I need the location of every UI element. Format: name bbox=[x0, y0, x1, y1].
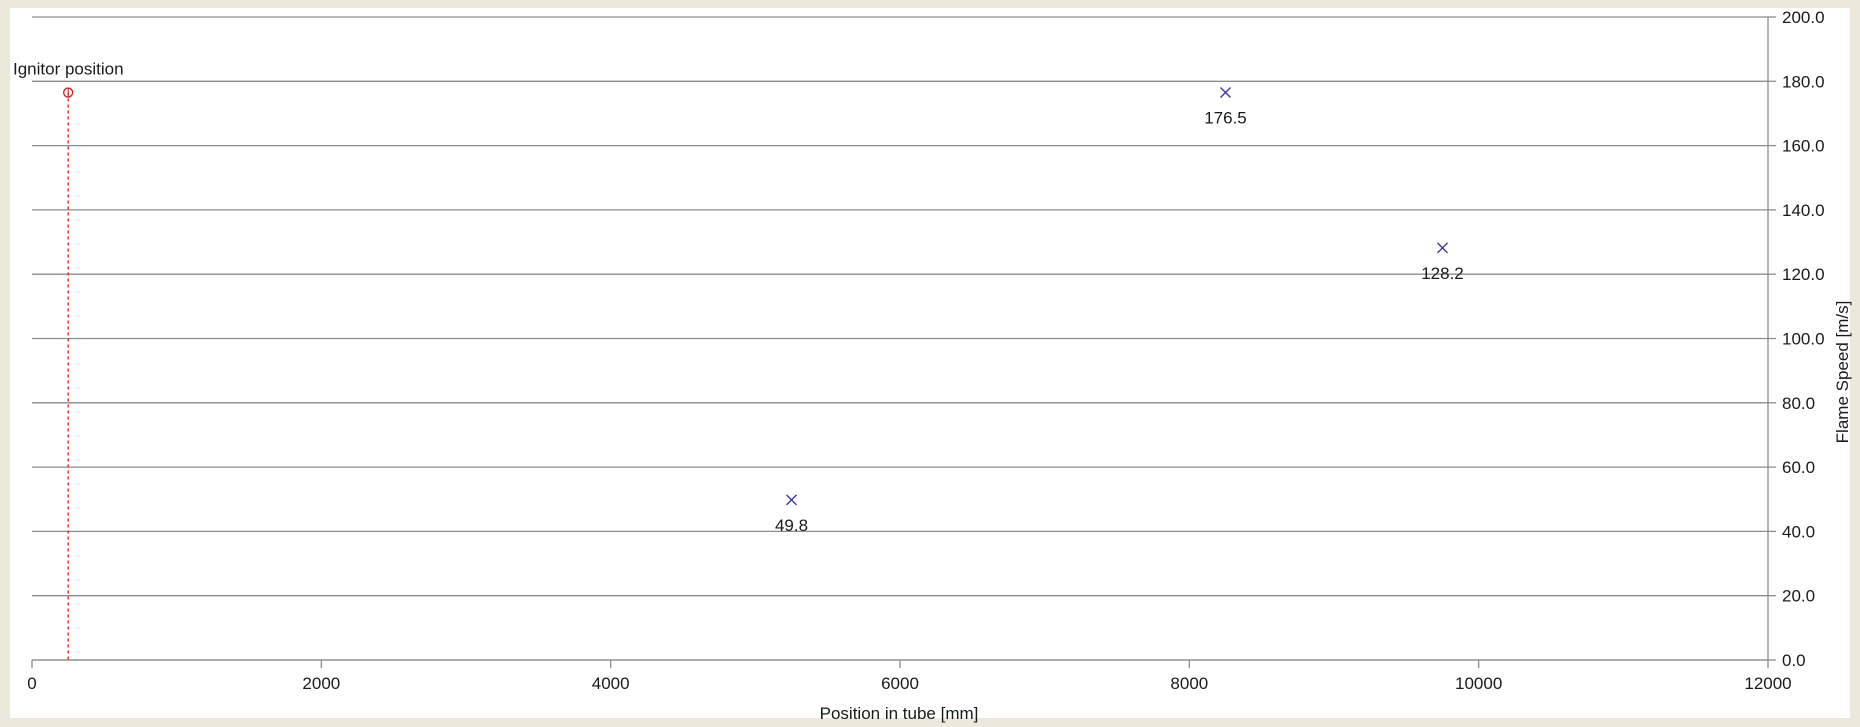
data-points: 49.8 176.5 128.2 Ignitor position bbox=[13, 60, 1464, 660]
axes bbox=[31, 16, 1776, 668]
y-tick-label-5: 100.0 bbox=[1782, 330, 1825, 349]
y-tick-label-2: 40.0 bbox=[1782, 522, 1815, 541]
y-axis-title: Flame Speed [m/s] bbox=[1833, 301, 1852, 444]
x-tick-label-6: 12000 bbox=[1744, 674, 1791, 693]
marker-stroke-b-0 bbox=[786, 494, 797, 506]
data-point-x-marker-0 bbox=[786, 494, 797, 506]
marker-stroke-b-1 bbox=[1220, 87, 1231, 99]
data-point-x-marker-2 bbox=[1437, 242, 1448, 254]
x-tick-label-0: 0 bbox=[27, 674, 36, 693]
y-tick-label-10: 200.0 bbox=[1782, 8, 1825, 27]
marker-stroke-b-2 bbox=[1437, 242, 1448, 254]
y-tick-label-8: 160.0 bbox=[1782, 137, 1825, 156]
plot-background bbox=[10, 8, 1850, 718]
grid-lines bbox=[32, 16, 1768, 661]
data-label-2: 128.2 bbox=[1421, 264, 1464, 283]
ignitor-label: Ignitor position bbox=[13, 60, 124, 79]
data-point-x-marker-1 bbox=[1220, 87, 1231, 99]
tick-labels: 0.0 20.0 40.0 60.0 80.0 100.0 120.0 140.0 160.0 1… bbox=[27, 8, 1824, 693]
y-tick-label-9: 180.0 bbox=[1782, 72, 1825, 91]
y-tick-label-0: 0.0 bbox=[1782, 651, 1806, 670]
data-label-0: 49.8 bbox=[775, 516, 808, 535]
x-tick-label-5: 10000 bbox=[1455, 674, 1502, 693]
y-tick-label-4: 80.0 bbox=[1782, 394, 1815, 413]
y-tick-label-1: 20.0 bbox=[1782, 587, 1815, 606]
x-tick-label-2: 4000 bbox=[592, 674, 630, 693]
y-tick-label-3: 60.0 bbox=[1782, 458, 1815, 477]
data-label-1: 176.5 bbox=[1204, 109, 1247, 128]
x-axis-title: Position in tube [mm] bbox=[820, 704, 979, 723]
x-tick-label-1: 2000 bbox=[302, 674, 340, 693]
x-tick-label-3: 6000 bbox=[881, 674, 919, 693]
y-tick-label-7: 140.0 bbox=[1782, 201, 1825, 220]
y-tick-label-6: 120.0 bbox=[1782, 265, 1825, 284]
x-tick-label-4: 8000 bbox=[1170, 674, 1208, 693]
